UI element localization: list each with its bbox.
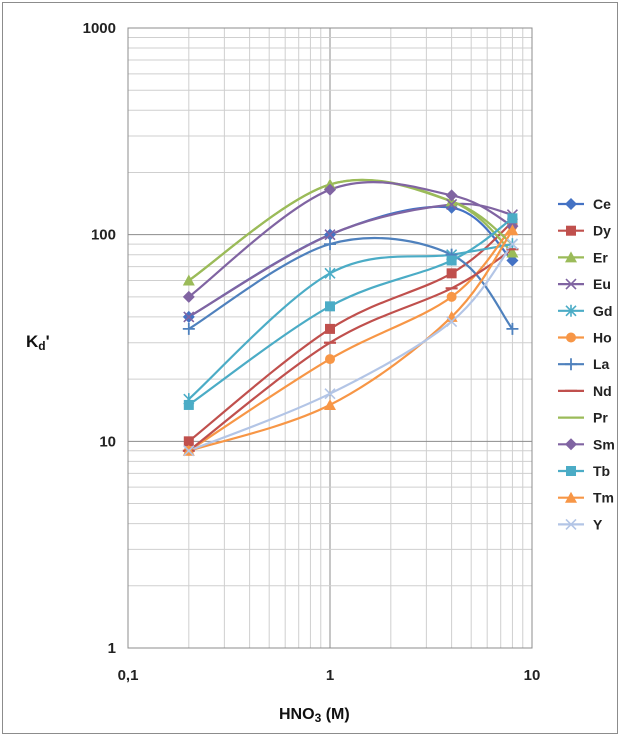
legend-marker-tb (566, 466, 576, 476)
legend-item-la: La (558, 356, 610, 372)
data-point-gd (324, 267, 336, 280)
data-point-ho (446, 291, 457, 302)
data-point-tb (325, 301, 335, 312)
series-line-nd (188, 248, 513, 452)
legend-item-dy: Dy (558, 223, 611, 239)
series-line-dy (188, 221, 514, 443)
data-point-ho (325, 354, 335, 365)
legend-label-la: La (593, 356, 610, 372)
series-markers (182, 178, 519, 457)
y-axis-title-main: K (26, 332, 39, 351)
y-axis-title-tail: ' (46, 332, 50, 351)
series-line-y (188, 243, 514, 452)
data-point-y (324, 388, 336, 400)
legend-item-tb: Tb (558, 463, 610, 479)
series-line-tm (188, 229, 514, 452)
data-point-er (182, 274, 195, 286)
legend-marker-gd (565, 304, 577, 317)
data-point-la (506, 322, 519, 335)
data-point-tb (183, 399, 194, 410)
legend-item-ho: Ho (558, 330, 612, 346)
legend-marker-tm (565, 491, 577, 503)
legend-label-tm: Tm (593, 490, 614, 506)
legend-marker-eu (565, 278, 577, 290)
y-tick-label: 1000 (83, 20, 116, 37)
series-line-ho (188, 225, 514, 452)
y-tick-labels: 1 10 100 1000 (83, 20, 116, 657)
legend-label-pr: Pr (593, 410, 608, 426)
legend-label-dy: Dy (593, 223, 611, 239)
series-line-tb (188, 217, 514, 406)
legend-label-ho: Ho (593, 330, 612, 346)
legend-item-eu: Eu (558, 276, 611, 292)
data-point-dy (325, 323, 335, 334)
data-point-dy (183, 436, 194, 447)
legend-item-gd: Gd (558, 303, 612, 319)
data-point-dy (446, 268, 457, 279)
y-tick-label: 10 (99, 433, 116, 450)
legend-item-pr: Pr (558, 410, 608, 426)
data-point-eu (183, 311, 195, 323)
series-line-la (188, 236, 514, 330)
y-axis-title-sub: d (38, 339, 45, 353)
legend-label-ce: Ce (593, 196, 611, 212)
x-tick-labels: 0,1 1 10 (118, 667, 541, 684)
x-axis-title-main: HNO (279, 706, 315, 723)
data-point-eu (446, 198, 458, 211)
legend-item-nd: Nd (558, 383, 612, 399)
data-point-sm (445, 189, 458, 202)
x-tick-label: 10 (524, 667, 541, 684)
legend-item-sm: Sm (558, 436, 615, 452)
data-point-tb (507, 213, 518, 224)
y-axis-title: Kd' (26, 332, 50, 353)
series-line-pr (188, 178, 514, 282)
data-point-ce (506, 254, 519, 267)
series-line-sm (188, 181, 513, 298)
data-point-sm (182, 290, 195, 303)
legend-marker-dy (566, 225, 576, 236)
data-point-y (506, 238, 518, 250)
data-point-tm (506, 224, 519, 236)
legend-item-er: Er (558, 249, 608, 265)
legend-marker-y (565, 518, 577, 530)
x-tick-label: 1 (326, 667, 334, 684)
series-lines (188, 178, 514, 452)
x-tick-label: 0,1 (118, 667, 139, 684)
legend-label-gd: Gd (593, 303, 612, 319)
legend-label-nd: Nd (593, 383, 612, 399)
data-point-tm (324, 398, 336, 410)
legend-label-er: Er (593, 249, 608, 265)
legend-item-ce: Ce (558, 196, 611, 212)
y-tick-label: 100 (91, 227, 116, 244)
data-point-sm (324, 183, 336, 196)
legend-label-tb: Tb (593, 463, 610, 479)
plot-border (127, 27, 533, 649)
data-point-la (182, 322, 195, 335)
data-point-er (506, 246, 519, 258)
data-point-y (183, 445, 195, 457)
legend-label-y: Y (593, 516, 603, 532)
legend-label-sm: Sm (593, 436, 615, 452)
data-point-y (446, 315, 458, 328)
series-line-gd (188, 243, 513, 400)
grid (127, 28, 532, 649)
x-axis-title-sub: 3 (315, 711, 322, 725)
legend: Ce Dy Er Eu Gd Ho La Nd Pr Sm Tb Tm Y (558, 196, 615, 532)
legend-label-eu: Eu (593, 276, 611, 292)
legend-marker-ho (566, 332, 576, 343)
legend-marker-er (565, 251, 577, 263)
data-point-tb (446, 255, 457, 266)
legend-marker-la (565, 358, 577, 371)
legend-item-tm: Tm (558, 490, 614, 506)
x-axis-title: HNO3 (M) (279, 706, 350, 725)
data-point-la (324, 238, 336, 251)
legend-marker-ce (565, 198, 577, 210)
x-axis-title-tail: (M) (321, 706, 349, 723)
legend-item-y: Y (558, 516, 603, 532)
legend-marker-sm (565, 438, 577, 451)
y-tick-label: 1 (108, 640, 116, 657)
data-point-eu (324, 229, 336, 241)
